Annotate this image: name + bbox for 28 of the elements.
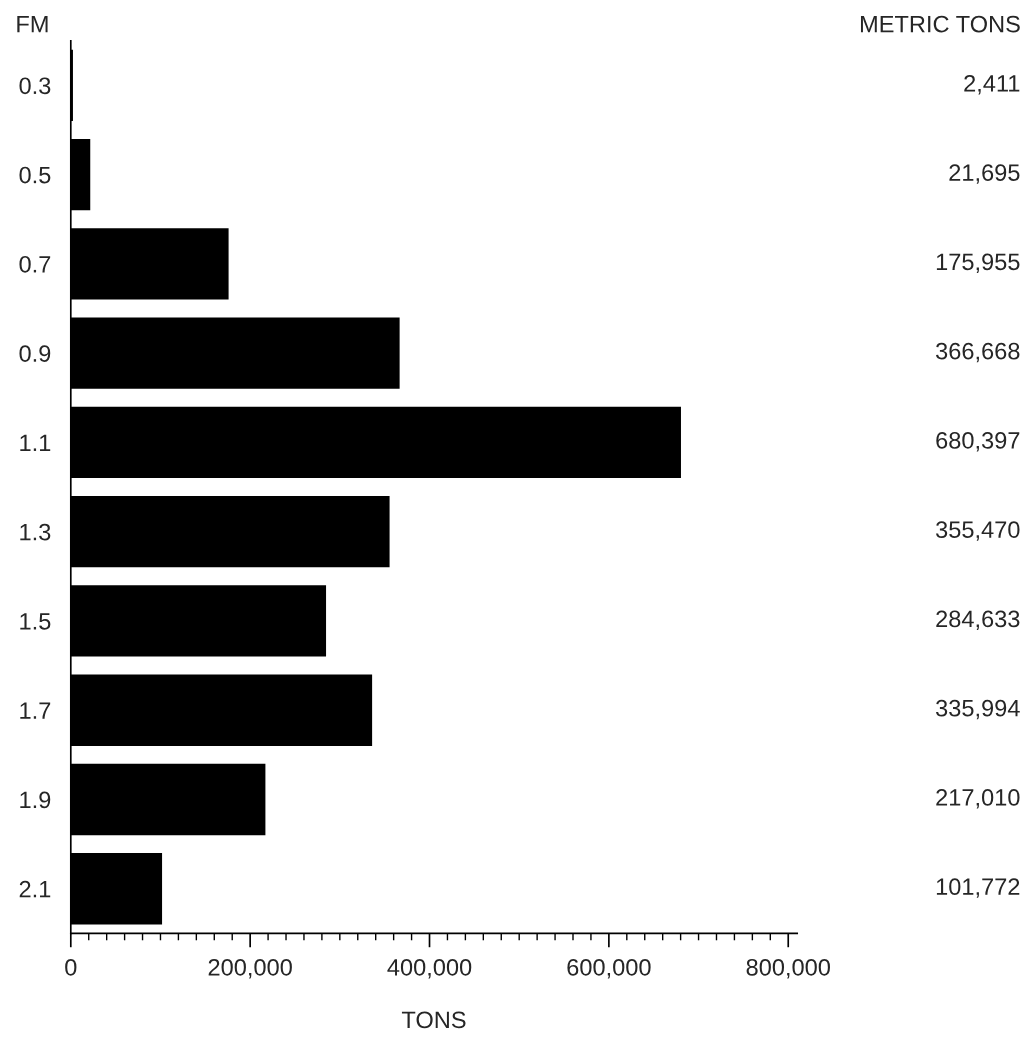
data-label: 680,397 xyxy=(936,432,1020,452)
y-tick-label: 0.5 xyxy=(19,166,51,184)
y-tick-label: 1.5 xyxy=(20,613,51,630)
y-tick-label: 0.9 xyxy=(19,345,51,362)
y-axis-title: FM xyxy=(17,15,48,33)
data-label: 2,411 xyxy=(964,74,1020,95)
y-tick-label: 1.1 xyxy=(20,434,51,451)
x-tick-label: 800,000 xyxy=(746,958,830,979)
data-label: 217,010 xyxy=(936,789,1020,809)
y-tick-label: 1.7 xyxy=(20,702,51,719)
data-label: 101,772 xyxy=(936,878,1020,898)
x-tick-label: 0 xyxy=(65,958,77,976)
y-tick-label: 1.9 xyxy=(20,791,51,809)
text: METRIC TONS xyxy=(860,15,1020,33)
x-tick-label: 400,000 xyxy=(387,958,472,979)
data-label: 284,633 xyxy=(936,610,1020,631)
y-tick-label: 0.7 xyxy=(19,255,51,273)
data-label: 21,695 xyxy=(949,164,1020,184)
y-tick-label: 0.3 xyxy=(19,77,51,95)
data-label: 355,470 xyxy=(936,521,1020,541)
data-label: 175,955 xyxy=(936,253,1020,273)
x-axis-title: TONS xyxy=(401,1011,466,1029)
x-tick-label: 200,000 xyxy=(208,958,292,979)
data-label: 335,994 xyxy=(936,699,1020,720)
y-tick-label: 1.3 xyxy=(20,523,51,541)
data-label: 366,668 xyxy=(936,342,1020,363)
y-tick-label: 2.1 xyxy=(19,880,51,898)
x-tick-label: 600,000 xyxy=(567,958,651,979)
